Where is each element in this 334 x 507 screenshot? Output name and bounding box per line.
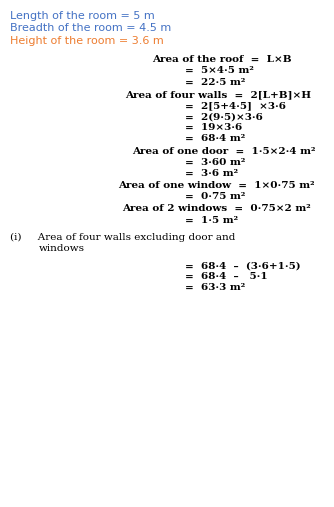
Text: =  3·60 m²: = 3·60 m² [185, 158, 246, 167]
Text: =  68·4  –   5·1: = 68·4 – 5·1 [185, 272, 268, 281]
Text: Area of one window  =  1×0·75 m²: Area of one window = 1×0·75 m² [119, 181, 315, 190]
Text: =  2(9·5)×3·6: = 2(9·5)×3·6 [185, 112, 263, 121]
Text: =  3·6 m²: = 3·6 m² [185, 169, 238, 178]
Text: =  0·75 m²: = 0·75 m² [185, 192, 246, 201]
Text: Breadth of the room = 4.5 m: Breadth of the room = 4.5 m [10, 23, 171, 33]
Text: =  2[5+4·5]  ×3·6: = 2[5+4·5] ×3·6 [185, 101, 286, 110]
Text: =  1·5 m²: = 1·5 m² [185, 215, 238, 225]
Text: Length of the room = 5 m: Length of the room = 5 m [10, 11, 155, 21]
Text: (i)     Area of four walls excluding door and: (i) Area of four walls excluding door an… [10, 233, 235, 242]
Text: Area of the roof  =  L×B: Area of the roof = L×B [152, 55, 292, 64]
Text: windows: windows [38, 244, 85, 253]
Text: Area of four walls  =  2[L+B]×H: Area of four walls = 2[L+B]×H [125, 90, 311, 99]
Text: =  63·3 m²: = 63·3 m² [185, 283, 245, 293]
Text: Height of the room = 3.6 m: Height of the room = 3.6 m [10, 35, 164, 46]
Text: =  22·5 m²: = 22·5 m² [185, 78, 246, 87]
Text: =  68·4 m²: = 68·4 m² [185, 134, 245, 143]
Text: Area of one door  =  1·5×2·4 m²: Area of one door = 1·5×2·4 m² [132, 147, 315, 156]
Text: =  68·4  –  (3·6+1·5): = 68·4 – (3·6+1·5) [185, 261, 301, 270]
Text: =  5×4·5 m²: = 5×4·5 m² [185, 66, 254, 76]
Text: =  19×3·6: = 19×3·6 [185, 123, 242, 132]
Text: Area of 2 windows  =  0·75×2 m²: Area of 2 windows = 0·75×2 m² [122, 204, 311, 213]
